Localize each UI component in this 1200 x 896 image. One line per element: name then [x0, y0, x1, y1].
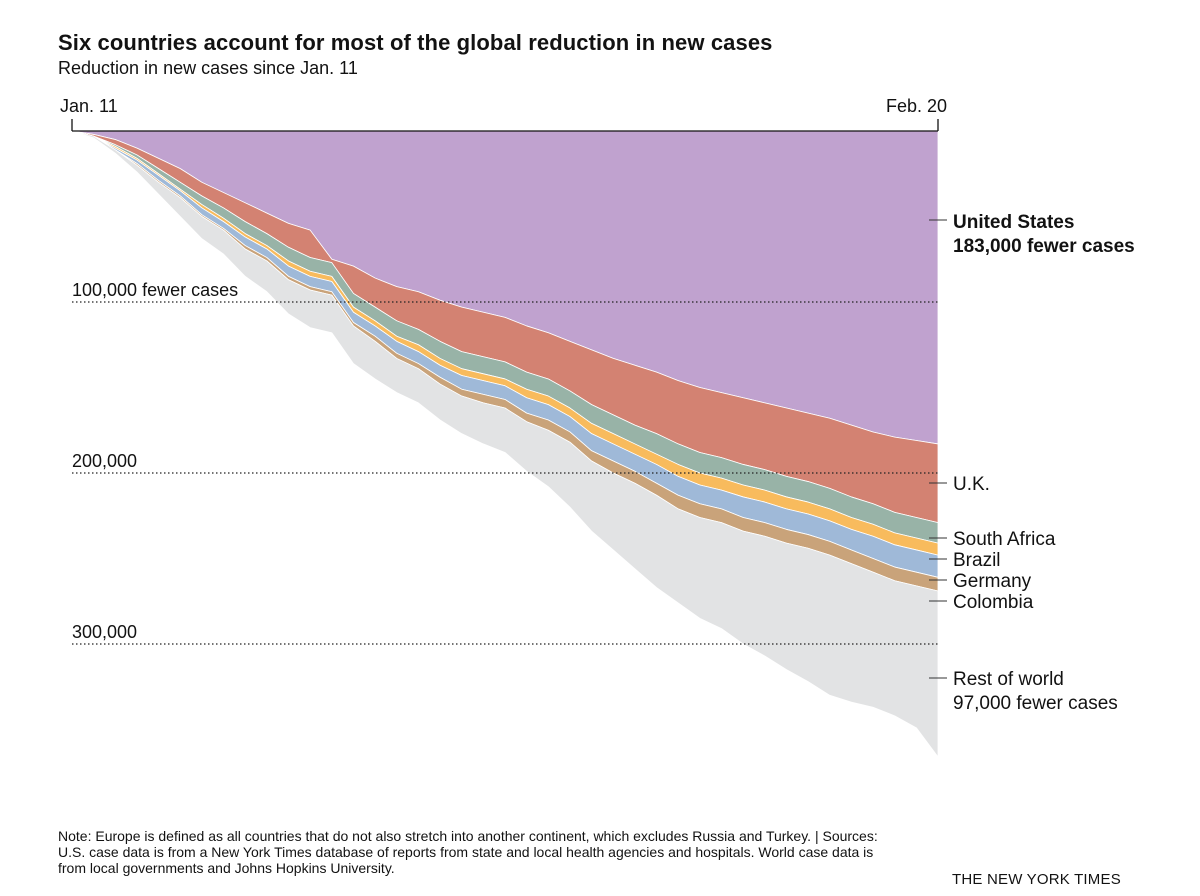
chart-plot: 100,000 fewer cases 200,000 300,000 Jan. 1…: [60, 96, 1135, 758]
series-label-germany: Germany: [953, 571, 1032, 592]
gridline-label-200000: 200,000: [72, 451, 137, 471]
series-label-south-africa: South Africa: [953, 529, 1056, 550]
series-label-rest-of-world: Rest of world: [953, 669, 1064, 690]
gridlines: 100,000 fewer cases 200,000 300,000: [72, 280, 938, 645]
chart-title: Six countries account for most of the gl…: [58, 30, 773, 55]
x-end-label: Feb. 20: [886, 96, 947, 116]
gridline-label-100000: 100,000 fewer cases: [72, 280, 238, 300]
source-note: Note: Europe is defined as all countries…: [58, 828, 878, 876]
gridline-label-300000: 300,000: [72, 622, 137, 642]
series-value-rest-of-world: 97,000 fewer cases: [953, 693, 1118, 714]
x-start-label: Jan. 11: [60, 96, 118, 116]
nyt-credit: THE NEW YORK TIMES: [952, 871, 1121, 888]
series-labels: United States 183,000 fewer cases U.K. Sout…: [929, 212, 1135, 714]
series-label-u-k: U.K.: [953, 474, 990, 495]
top-axis: Jan. 11 Feb. 20: [60, 96, 947, 132]
series-label-brazil: Brazil: [953, 550, 1001, 571]
series-value-united-states: 183,000 fewer cases: [953, 236, 1135, 257]
area-rest-of-world: [71, 130, 939, 758]
series-label-united-states: United States: [953, 212, 1074, 233]
chart-subtitle: Reduction in new cases since Jan. 11: [58, 58, 358, 78]
series-label-colombia: Colombia: [953, 592, 1034, 613]
stacked-areas: [71, 130, 939, 758]
